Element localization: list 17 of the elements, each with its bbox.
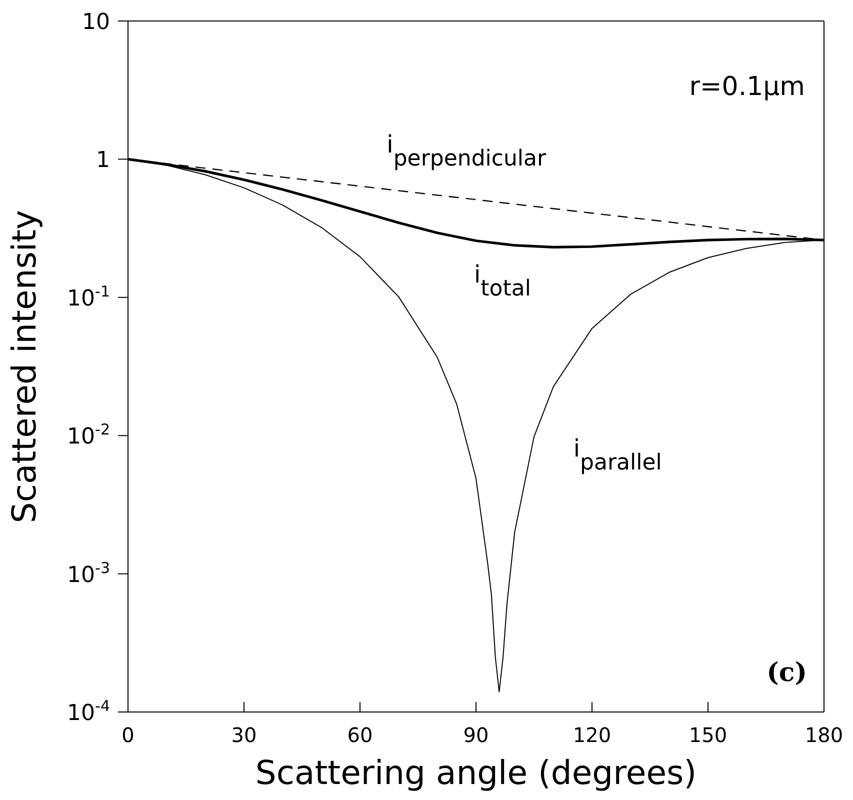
annotation: (c) (766, 658, 807, 688)
x-tick-label: 150 (688, 723, 728, 747)
y-tick-label: 10$^{-1}$ (67, 282, 110, 312)
x-tick-label: 0 (122, 723, 134, 747)
x-axis-title: Scattering angle (degrees) (255, 753, 697, 792)
y-tick-label: 10 (82, 10, 110, 35)
y-tick-label: 10$^{-4}$ (67, 697, 110, 726)
x-tick-label: 120 (572, 723, 612, 747)
x-tick-label: 90 (463, 723, 489, 747)
y-axis-title: Scattered intensity (4, 210, 44, 524)
x-tick-label: 30 (231, 723, 257, 747)
x-tick-label: 60 (347, 723, 373, 747)
y-tick-label: 10$^{-3}$ (67, 558, 110, 588)
y-tick-label: 10$^{-2}$ (67, 420, 110, 450)
y-tick-label: 1 (96, 148, 110, 174)
annotation: r=0.1µm (689, 72, 805, 102)
x-tick-label: 180 (804, 723, 844, 747)
